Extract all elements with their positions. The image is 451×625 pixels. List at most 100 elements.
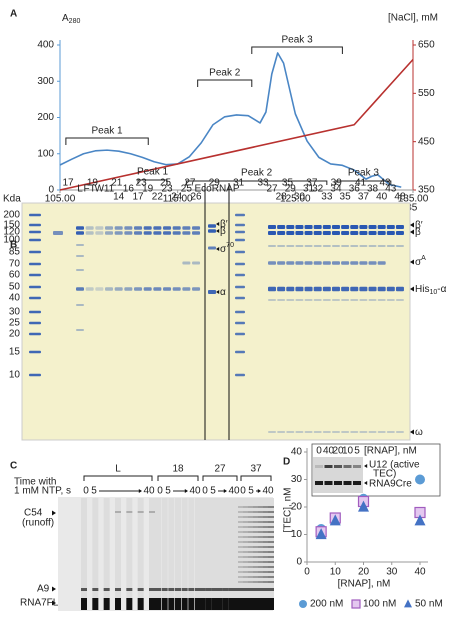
gel-band — [253, 546, 259, 548]
lane-label: 28 — [276, 192, 288, 203]
gel-band — [153, 226, 162, 230]
gel-lane — [181, 498, 188, 610]
gel-band — [243, 598, 249, 610]
gel-band — [268, 551, 274, 553]
gel-band — [200, 598, 206, 610]
gel-band — [395, 299, 404, 301]
y-tick-label: 10 — [291, 529, 303, 540]
gel-band — [134, 226, 143, 230]
group-bracket — [202, 475, 238, 481]
gel-band — [175, 588, 181, 591]
x-tick-label: 105.00 — [45, 194, 76, 205]
gel-band — [248, 511, 254, 513]
gel-band — [143, 287, 152, 291]
gel-band — [322, 261, 331, 265]
gel-band — [368, 225, 377, 229]
band-label: His10-α — [415, 284, 447, 297]
gel-band — [248, 571, 254, 573]
gel-band — [153, 287, 162, 291]
gel-band — [115, 511, 121, 513]
gel-band — [304, 299, 313, 301]
gel-lane — [258, 498, 264, 610]
label-text: A — [62, 13, 69, 24]
arrowhead — [216, 222, 220, 226]
inset-gel — [313, 457, 363, 493]
gel-band — [322, 225, 331, 229]
x-tick-label: 125.00 — [280, 194, 311, 205]
gel-band — [243, 581, 249, 583]
gel-band — [76, 304, 84, 306]
peak-label: Peak 1 — [91, 126, 123, 137]
panel-letter: C — [10, 461, 17, 472]
gel-band — [263, 551, 269, 553]
lane-label: 26 — [190, 192, 202, 203]
gel-band — [161, 598, 168, 610]
gel-band — [368, 231, 377, 235]
arrowhead — [364, 464, 368, 468]
x-axis-label: [RNAP], nM — [338, 579, 391, 590]
lane-label: 19 — [142, 184, 154, 195]
gel-band — [258, 566, 264, 568]
lane-label: 43 — [385, 184, 397, 195]
gel-band — [331, 261, 340, 265]
band-label: β′ — [415, 220, 423, 231]
gel-band — [368, 299, 377, 301]
peak-bracket — [65, 137, 149, 145]
arrowhead — [216, 290, 220, 294]
gel-band — [222, 588, 229, 591]
ladder-band — [235, 321, 245, 325]
gel-band — [238, 571, 244, 573]
gel-band — [268, 506, 274, 508]
arrowhead — [410, 429, 414, 435]
gel-band — [386, 286, 395, 292]
gel-band — [253, 571, 259, 573]
ladder-band — [29, 373, 41, 377]
gel-band — [182, 231, 191, 235]
gel-band — [343, 481, 352, 485]
gel-band — [253, 581, 259, 583]
ladder-band — [29, 321, 41, 325]
gel-band — [368, 431, 377, 433]
gel-band — [258, 581, 264, 583]
gel-band — [268, 536, 274, 538]
arrowhead — [138, 489, 142, 493]
gel-band — [195, 598, 201, 610]
gel-band — [253, 561, 259, 563]
gel-band — [258, 556, 264, 558]
gel-band — [248, 546, 254, 548]
time-label: Time with — [14, 477, 56, 488]
gel-band — [258, 561, 264, 563]
gel-band — [248, 598, 254, 610]
gel-band — [238, 561, 244, 563]
gel-band — [377, 286, 386, 292]
marker-circle — [415, 474, 425, 485]
label-text: σ — [415, 257, 422, 268]
y-tick-label: 200 — [37, 112, 54, 123]
gel-band — [322, 299, 331, 301]
gel-band — [377, 225, 386, 229]
group-label: 27 — [214, 464, 226, 475]
gel-band — [248, 526, 254, 528]
gel-band — [208, 224, 216, 228]
gel-band — [268, 566, 274, 568]
gel-band — [322, 431, 331, 433]
y-tick-label: 20 — [291, 502, 303, 513]
gel-band — [331, 286, 340, 292]
gel-band — [248, 521, 254, 523]
gel-band — [105, 287, 114, 291]
data-line — [59, 52, 402, 188]
y2-axis-label: [NaCl], mM — [388, 13, 438, 24]
gel-band — [243, 511, 249, 513]
y-tick-label: 0 — [48, 185, 54, 196]
gel-band — [286, 231, 295, 235]
group-label: L — [115, 464, 121, 475]
gel-band — [286, 261, 295, 265]
label-tail: -α — [437, 284, 446, 295]
gel-band — [395, 225, 404, 229]
gel-band — [263, 561, 269, 563]
gel-band — [253, 521, 259, 523]
gel-band — [238, 546, 244, 548]
marker-circle — [299, 600, 307, 608]
gel-band — [143, 226, 152, 230]
